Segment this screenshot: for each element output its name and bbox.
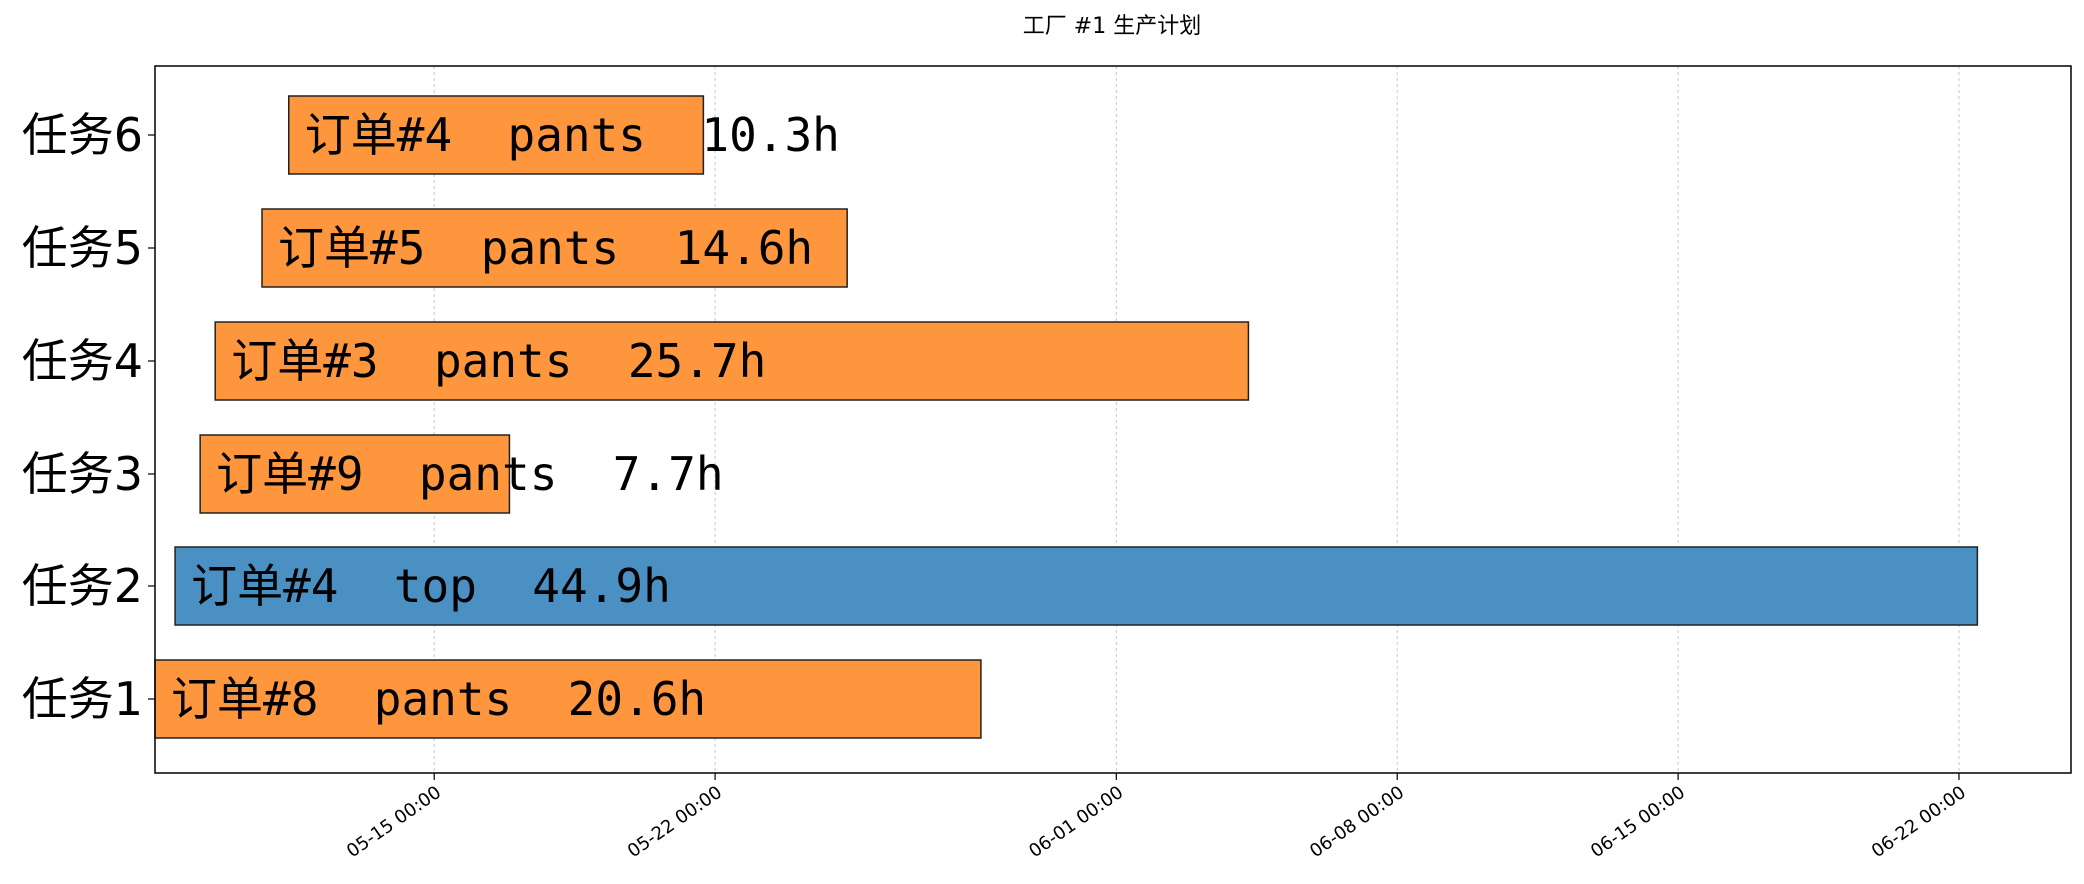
bar-label: 订单#8 pants 20.6h: [171, 672, 706, 726]
bar-label: 订单#4 top 44.9h: [191, 559, 671, 613]
task-bar: [174, 546, 1979, 626]
x-tick-label: 06-15 00:00: [1587, 782, 1689, 862]
x-tick-label: 05-22 00:00: [624, 782, 726, 862]
bar-label: 订单#3 pants 25.7h: [231, 334, 766, 388]
bar-label: 订单#4 pants 10.3h: [305, 108, 840, 162]
bars: [154, 95, 1979, 739]
x-grid: [433, 66, 1960, 773]
x-tick-label: 06-01 00:00: [1025, 782, 1127, 862]
y-tick-label: 任务4: [22, 334, 143, 388]
x-tick-label: 06-22 00:00: [1868, 782, 1970, 862]
x-axis: 05-15 00:00 05-22 00:00 06-01 00:00 06-08 0…: [343, 773, 1970, 862]
x-tick-label: 06-08 00:00: [1306, 782, 1408, 862]
x-tick-label: 05-15 00:00: [343, 782, 445, 862]
y-tick-label: 任务5: [22, 221, 143, 275]
y-tick-label: 任务3: [22, 447, 143, 501]
chart-title: 工厂 #1 生产计划: [1023, 14, 1201, 39]
task-bar: [261, 208, 848, 288]
plot-frame: [154, 65, 2072, 774]
y-axis: 任务1 任务2 任务3 任务4 任务5 任务6: [22, 108, 155, 726]
task-bar: [199, 434, 511, 514]
bar-label: 订单#5 pants 14.6h: [278, 221, 813, 275]
y-tick-label: 任务1: [22, 672, 143, 726]
y-tick-label: 任务6: [22, 108, 143, 162]
bar-label: 订单#9 pants 7.7h: [216, 447, 723, 501]
task-bar: [214, 321, 1250, 401]
y-tick-label: 任务2: [22, 559, 143, 613]
bar-labels: 订单#8 pants 20.6h 订单#4 top 44.9h 订单#9 pants…: [171, 108, 840, 726]
task-bar: [288, 95, 705, 175]
